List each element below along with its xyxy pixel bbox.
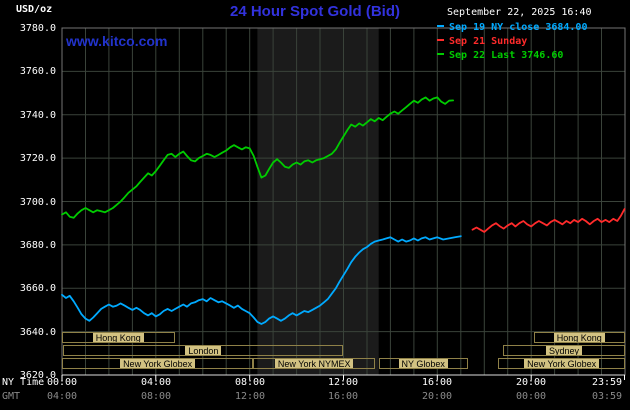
x-axis-label-gmt: 08:00: [140, 391, 172, 402]
legend-label: Sep 22 Last 3746.60: [449, 50, 564, 61]
x-axis-label-ny: 20:00: [515, 377, 547, 388]
y-axis-label: 3660.0: [19, 283, 56, 294]
x-axis-label-gmt: 20:00: [421, 391, 453, 402]
chart-datetime: September 22, 2025 16:40: [447, 7, 592, 18]
x-axis-label-ny: 23:59: [591, 377, 623, 388]
ny-time-axis-name: NY Time: [2, 377, 45, 388]
price-line-sep-19-ny-close: [61, 235, 462, 325]
y-axis-label: 3620.0: [19, 370, 56, 381]
legend-marker: [437, 25, 444, 27]
legend-item-last: Sep 22 Last 3746.60: [437, 50, 587, 64]
legend-label: Sep 19 NY close 3684.00: [449, 22, 588, 33]
legend: Sep 19 NY close 3684.00 Sep 21 Sunday Se…: [437, 22, 587, 64]
chart-title: 24 Hour Spot Gold (Bid): [230, 3, 400, 20]
y-axis-label: 3700.0: [19, 197, 56, 208]
legend-item-prev-close: Sep 19 NY close 3684.00: [437, 22, 587, 36]
kitco-watermark: www.kitco.com: [66, 33, 168, 49]
y-axis-label: 3680.0: [19, 240, 56, 251]
x-axis-label-gmt: 16:00: [327, 391, 359, 402]
y-axis-label: 3640.0: [19, 327, 56, 338]
price-line-sep-21-sunday: [471, 208, 626, 233]
x-axis-label-ny: 16:00: [421, 377, 453, 388]
legend-item-sunday: Sep 21 Sunday: [437, 36, 587, 50]
y-axis-label: 3720.0: [19, 153, 56, 164]
legend-marker: [437, 53, 444, 55]
x-axis-label-ny: 12:00: [327, 377, 359, 388]
y-axis-units: USD/oz: [16, 4, 53, 15]
x-axis-label-gmt: 04:00: [46, 391, 78, 402]
y-axis-label: 3740.0: [19, 110, 56, 121]
gmt-axis-name: GMT: [2, 391, 21, 402]
legend-marker: [437, 39, 444, 41]
legend-label: Sep 21 Sunday: [449, 36, 528, 47]
x-axis-label-ny: 04:00: [140, 377, 172, 388]
y-axis-label: 3760.0: [19, 66, 56, 77]
x-axis-label-ny: 08:00: [234, 377, 266, 388]
price-line-sep-22-last: [61, 96, 455, 219]
x-axis-label-ny: 00:00: [46, 377, 78, 388]
x-axis-label-gmt: 12:00: [234, 391, 266, 402]
x-axis-label-gmt: 00:00: [515, 391, 547, 402]
y-axis-label: 3780.0: [19, 23, 56, 34]
x-axis-label-gmt: 03:59: [591, 391, 623, 402]
